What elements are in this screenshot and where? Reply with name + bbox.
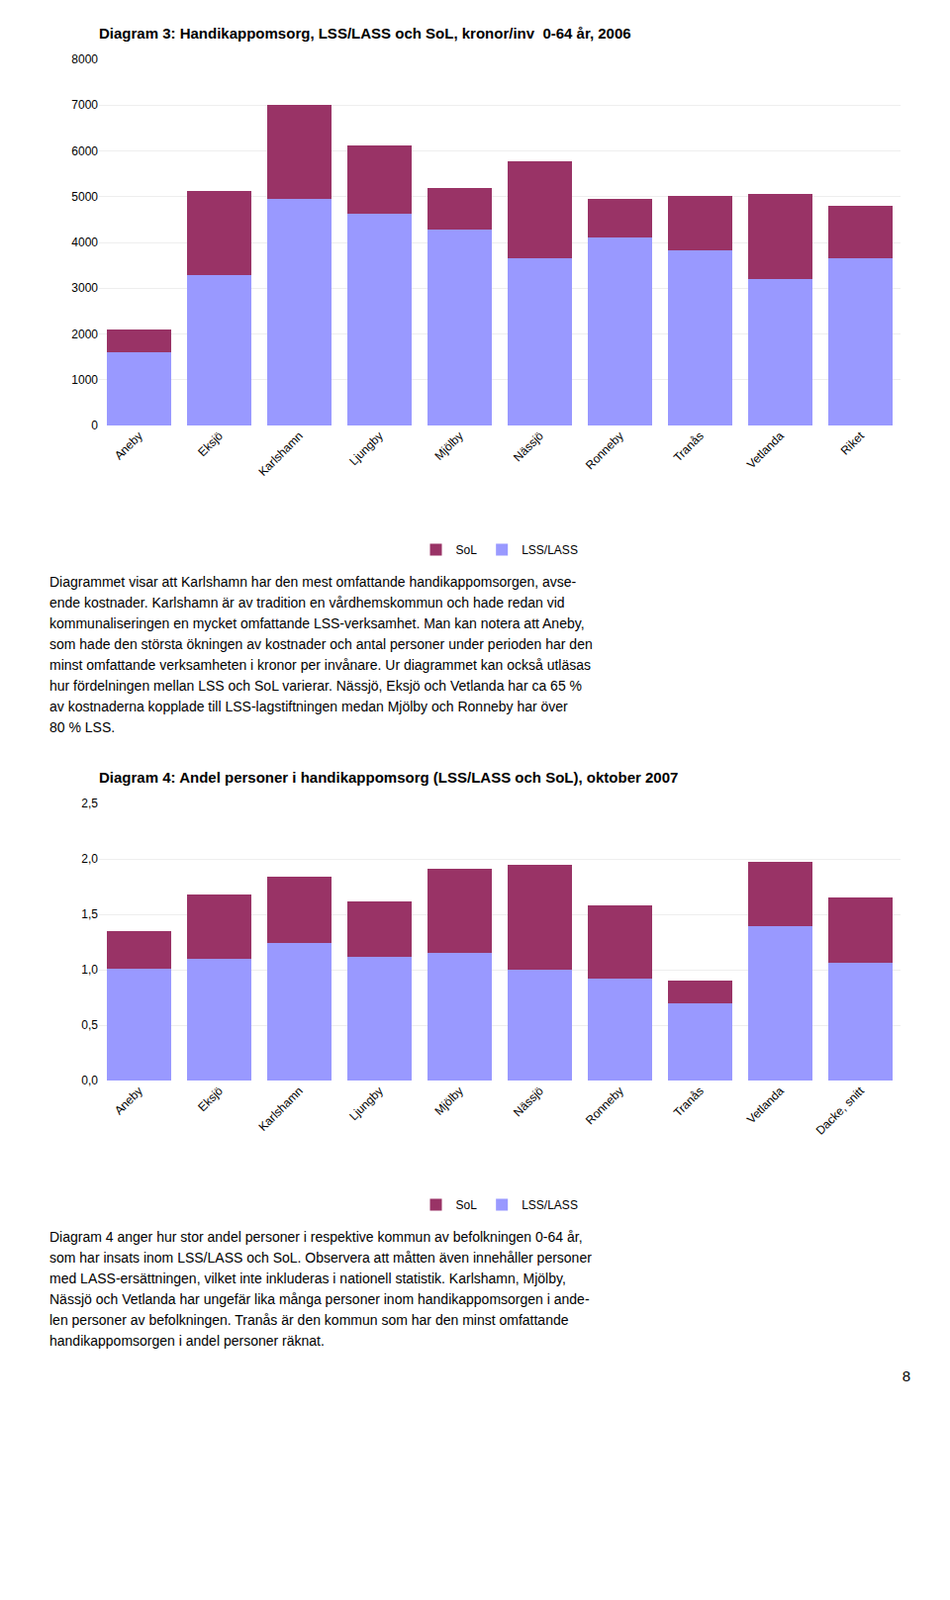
svg-text:Aneby: Aneby — [111, 1083, 146, 1118]
html-text:handikappomsorgen i andel pers: handikappomsorgen i andel personer räkna… — [49, 1332, 325, 1349]
svg-text:0: 0 — [91, 418, 98, 433]
svg-text:2000: 2000 — [71, 327, 98, 342]
svg-text:LSS/LASS: LSS/LASS — [521, 543, 578, 558]
svg-text:Ljungby: Ljungby — [346, 1083, 386, 1124]
svg-text:Riket: Riket — [838, 428, 868, 459]
html-text:kommunaliseringen en mycket om: kommunaliseringen en mycket omfattande L… — [49, 615, 585, 632]
svg-text:7000: 7000 — [71, 97, 98, 112]
svg-text:8000: 8000 — [71, 52, 98, 67]
svg-text:Diagram 4: Andel personer i ha: Diagram 4: Andel personer i handikappoms… — [98, 768, 678, 786]
svg-text:Eksjö: Eksjö — [194, 428, 226, 460]
svg-text:Dacke, snitt: Dacke, snitt — [813, 1083, 868, 1139]
html-text:Nässjö och Vetlanda har ungefä: Nässjö och Vetlanda har ungefär lika mån… — [49, 1291, 590, 1308]
svg-text:6000: 6000 — [71, 144, 98, 159]
svg-text:Vetlanda: Vetlanda — [744, 428, 787, 472]
html-text:hur fördelningen mellan LSS oc: hur fördelningen mellan LSS och SoL vari… — [49, 677, 582, 694]
html-text:med LASS-ersättningen, vilket: med LASS-ersättningen, vilket inte inklu… — [49, 1270, 566, 1287]
svg-text:Mjölby: Mjölby — [431, 1083, 466, 1118]
svg-text:Ronneby: Ronneby — [582, 1083, 627, 1128]
html-text:Diagram 4 anger hur stor andel: Diagram 4 anger hur stor andel personer … — [49, 1229, 583, 1245]
svg-text:4000: 4000 — [71, 235, 98, 250]
svg-text:Ronneby: Ronneby — [582, 428, 627, 473]
svg-text:Vetlanda: Vetlanda — [744, 1083, 787, 1127]
svg-text:Diagram 3: Handikappomsorg, LS: Diagram 3: Handikappomsorg, LSS/LASS och… — [98, 24, 632, 42]
svg-text:0,5: 0,5 — [81, 1018, 98, 1033]
svg-text:SoL: SoL — [456, 1198, 478, 1213]
svg-text:Tranås: Tranås — [670, 1083, 707, 1120]
svg-text:1000: 1000 — [71, 373, 98, 387]
svg-text:Karlshamn: Karlshamn — [255, 1083, 305, 1134]
svg-text:Karlshamn: Karlshamn — [255, 428, 305, 478]
svg-text:Mjölby: Mjölby — [431, 428, 466, 463]
html-text:Diagrammet visar att Karlshamn: Diagrammet visar att Karlshamn har den m… — [49, 573, 577, 590]
html-text:som hade den största ökningen: som hade den största ökningen av kostnad… — [49, 636, 593, 653]
html-text:8: 8 — [902, 1367, 911, 1385]
svg-text:1,5: 1,5 — [81, 907, 98, 922]
svg-text:2,0: 2,0 — [81, 852, 98, 866]
svg-text:SoL: SoL — [456, 543, 478, 558]
svg-text:2,5: 2,5 — [81, 796, 98, 811]
html-text:ende kostnader. Karlshamn är a: ende kostnader. Karlshamn är av traditio… — [49, 594, 565, 611]
html-text:minst omfattande verksamheten: minst omfattande verksamheten i kronor p… — [49, 657, 591, 673]
html-text:som har insats inom LSS/LASS o: som har insats inom LSS/LASS och SoL. Ob… — [49, 1249, 592, 1266]
svg-text:LSS/LASS: LSS/LASS — [521, 1198, 578, 1213]
svg-text:Tranås: Tranås — [670, 428, 707, 465]
svg-text:0,0: 0,0 — [81, 1073, 98, 1088]
svg-text:Nässjö: Nässjö — [510, 428, 547, 465]
svg-text:5000: 5000 — [71, 190, 98, 204]
html-text:len personer av befolkningen.: len personer av befolkningen. Tranås är … — [49, 1312, 569, 1329]
html-text:av kostnaderna kopplade till L: av kostnaderna kopplade till LSS-lagstif… — [49, 698, 568, 715]
svg-text:Nässjö: Nässjö — [510, 1083, 547, 1120]
svg-text:1,0: 1,0 — [81, 962, 98, 977]
svg-text:Eksjö: Eksjö — [194, 1083, 226, 1115]
html-text:80 % LSS.: 80 % LSS. — [49, 719, 115, 736]
svg-text:Aneby: Aneby — [111, 428, 146, 463]
svg-text:3000: 3000 — [71, 281, 98, 295]
svg-text:Ljungby: Ljungby — [346, 428, 386, 469]
